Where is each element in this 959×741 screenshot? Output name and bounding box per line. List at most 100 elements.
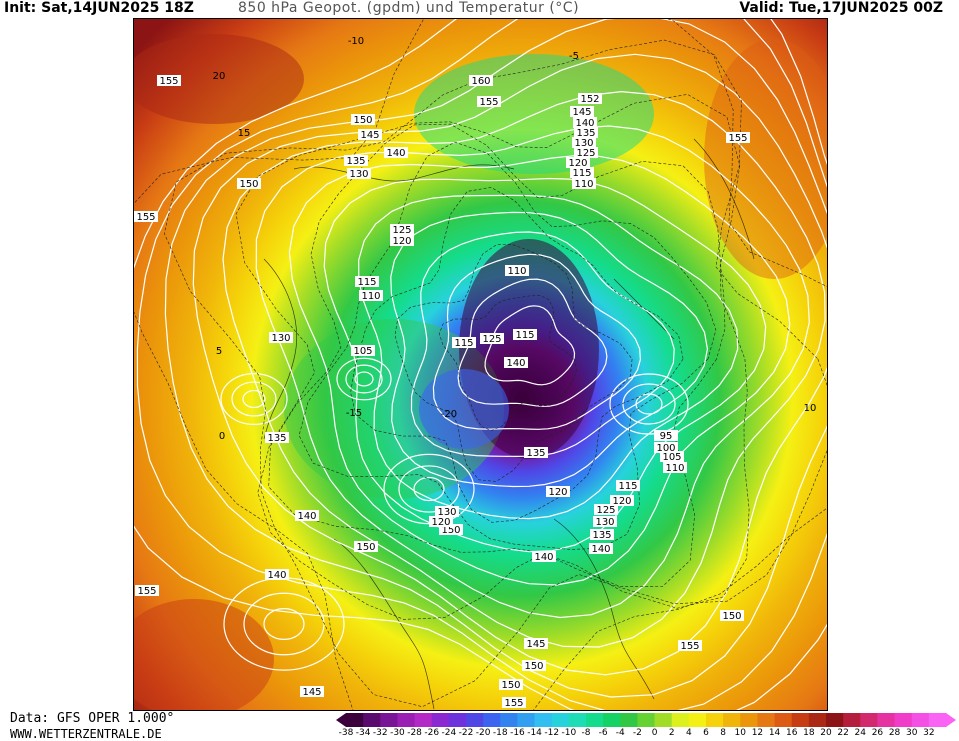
scale-label: 24 [854,728,867,738]
geopotential-label-bg [452,337,476,348]
scale-swatch [791,713,810,727]
geopotential-label-bg [513,329,537,340]
scale-swatch [723,713,741,727]
scale-label: -34 [355,728,371,738]
geopotential-contour [263,608,305,640]
geopotential-contour [432,253,642,430]
init-time: Init: Sat,14JUN2025 18Z [4,0,194,16]
isotherm [298,141,717,550]
geopotential-label: 140 [575,118,594,129]
geopotential-label: 150 [356,542,375,553]
valid-time: Valid: Tue,17JUN2025 00Z [739,0,943,16]
geopotential-label-bg [347,168,371,179]
coastline [293,164,515,182]
geopotential-label-bg [390,224,414,235]
geopotential-label: 145 [302,687,321,698]
scale-label: 2 [668,728,675,738]
geopotential-label: 125 [596,505,615,516]
temperature-label: 0 [219,431,225,442]
geopotential-label-bg [134,211,158,222]
geopotential-label: 110 [361,291,380,302]
scale-swatch [808,713,827,727]
scale-swatch [551,713,570,727]
geopotential-label-bg [522,660,546,671]
geopotential-label: 120 [431,517,450,528]
temperature-label: 20 [213,71,226,82]
scale-arrow-right [946,713,956,727]
geopotential-label-bg [499,679,523,690]
color-scale [336,713,956,727]
geopotential-contour [336,357,392,401]
geopotential-label: 135 [346,156,365,167]
geopotential-label: 110 [507,266,526,277]
scale-arrow-left [336,713,346,727]
geopotential-label-bg [532,551,556,562]
temperature-label: -20 [441,409,457,420]
scale-swatch [346,713,364,727]
isotherm [134,19,827,710]
geopotential-contour [222,90,826,648]
cold-region [419,369,509,449]
geopotential-label: 140 [534,552,553,563]
scale-swatch [688,713,707,727]
geopotential-label: 130 [271,333,290,344]
scale-label: -32 [372,728,388,738]
geopotential-label: 152 [580,94,599,105]
geopotential-label: 105 [353,346,372,357]
geopotential-label: 150 [722,611,741,622]
green-region [284,319,504,499]
geopotential-label-bg [355,276,379,287]
scale-swatch [568,713,587,727]
color-scale-labels: -38 -34 -32 -30 -28 -26 -24 -22 -20 -18 -16 -14 -12-… [336,728,956,741]
scale-label: 28 [888,728,901,738]
geopotential-label-bg [578,93,602,104]
scale-label: -8 [581,728,591,738]
geopotential-label-bg [269,332,293,343]
geopotential-contour [243,592,325,656]
scale-swatch [414,713,433,727]
geopotential-contour [622,383,676,425]
scale-swatch [826,713,844,727]
geopotential-label-bg [720,610,744,621]
coastline [693,138,755,260]
isotherm [268,123,726,587]
geopotential-label-bg [678,640,702,651]
geopotential-label: 130 [595,517,614,528]
scale-label: 0 [651,728,658,738]
geopotential-label-bg [524,638,548,649]
geopotential-contour [484,305,576,386]
geopotential-label: 125 [392,225,411,236]
scale-swatch [603,713,621,727]
geopotential-contour [231,381,277,417]
geopotential-label: 130 [349,169,368,180]
geopotential-label: 155 [728,133,747,144]
geopotential-label: 135 [267,433,286,444]
website: WWW.WETTERZENTRALE.DE [10,727,162,741]
geopotential-label: 110 [574,179,593,190]
geopotential-label: 140 [267,570,286,581]
geopotential-label: 155 [137,586,156,597]
geopotential-contour [136,19,827,710]
geopotential-label-bg [570,167,594,178]
scale-swatch [534,713,553,727]
geopotential-label-bg [384,147,408,158]
temperature-label: -10 [348,36,364,47]
scale-swatch [500,713,518,727]
isotherm [394,244,633,482]
scale-label: -20 [475,728,491,738]
isotherm [163,39,827,708]
geopotential-label: 95 [660,431,673,442]
scale-swatch [894,713,913,727]
geopotential-label: 115 [572,168,591,179]
geopotential-label: 140 [386,148,405,159]
geopotential-label: 140 [591,544,610,555]
scale-swatch [843,713,861,727]
scale-label: 26 [871,728,884,738]
geopotential-label: 150 [353,115,372,126]
geopotential-label-bg [237,178,261,189]
geopotential-label: 100 [656,443,675,454]
scale-swatch [363,713,381,727]
geopotential-label-bg [590,529,614,540]
geopotential-contour [288,155,791,586]
geopotential-contour [413,476,445,502]
